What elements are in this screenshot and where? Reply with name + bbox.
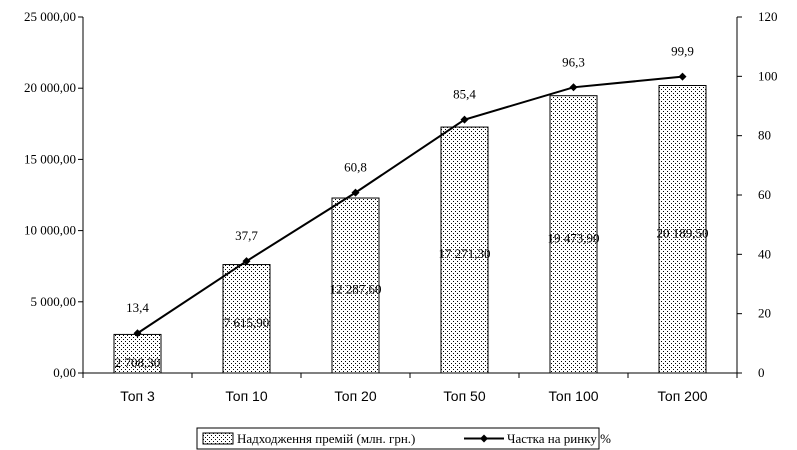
line-series: 13,4 37,7 60,8 85,4 96,3 99,9: [126, 44, 694, 338]
y-left-tick-label: 10 000,00: [24, 223, 76, 238]
legend-bar-label: Надходження премій (млн. грн.): [237, 431, 415, 446]
line-label-5: 96,3: [562, 54, 585, 69]
legend: Надходження премій (млн. грн.) Частка на…: [196, 427, 611, 450]
line-marker-1: [133, 329, 142, 338]
y-right-tick-label: 20: [758, 306, 771, 321]
y-left-tick-label: 5 000,00: [31, 294, 77, 309]
bar-label-2: 7 615,90: [224, 315, 270, 330]
bar-5: [549, 95, 598, 374]
x-tick-label: Топ 200: [657, 388, 707, 404]
x-tick-label: Топ 100: [548, 388, 598, 404]
bar-4: [440, 126, 489, 374]
y-right-tick-label: 60: [758, 187, 771, 202]
bar-label-3: 12 287,60: [330, 282, 382, 297]
legend-box: [196, 427, 600, 450]
x-tick-label: Топ 20: [334, 388, 377, 404]
y-right-tick-label: 100: [758, 68, 778, 83]
axes: 0,00 5 000,00 10 000,00 15 000,00 20 000,00 2…: [24, 9, 778, 404]
plot-frame: [83, 17, 737, 373]
line-marker-4: [460, 115, 469, 124]
y-left-tick-label: 15 000,00: [24, 151, 76, 166]
y-right-tick-label: 40: [758, 246, 771, 261]
legend-bar-swatch: [202, 432, 234, 445]
y-left-tick-label: 0,00: [53, 365, 76, 380]
x-tick-label: Топ 10: [225, 388, 268, 404]
x-tick-label: Топ 3: [120, 388, 155, 404]
line-marker-2: [242, 257, 251, 266]
line-label-2: 37,7: [235, 228, 258, 243]
bar-3: [331, 197, 380, 374]
y-right-tick-label: 120: [758, 9, 778, 24]
line-marker-5: [569, 83, 578, 92]
share-line: [136, 75, 683, 335]
line-label-1: 13,4: [126, 300, 149, 315]
x-tick-label: Топ 50: [443, 388, 486, 404]
line-label-4: 85,4: [453, 87, 476, 102]
y-right-tick-label: 0: [758, 365, 765, 380]
bar-6: [658, 85, 707, 374]
line-marker-6: [678, 72, 687, 81]
bar-label-4: 17 271,30: [439, 246, 491, 261]
bar-label-5: 19 473,90: [548, 230, 600, 245]
bar-1: [113, 333, 162, 374]
legend-line-marker: [480, 434, 488, 443]
y-right-tick-label: 80: [758, 128, 771, 143]
bar-series: 2 708,30 7 615,90 12 287,60 17 271,30 19 473…: [113, 85, 709, 374]
line-marker-3: [351, 188, 360, 197]
line-label-3: 60,8: [344, 160, 367, 175]
y-left-tick-label: 25 000,00: [24, 9, 76, 24]
y-left-tick-label: 20 000,00: [24, 80, 76, 95]
bar-label-1: 2 708,30: [115, 355, 161, 370]
legend-line-label: Частка на ринку %: [507, 431, 611, 446]
line-label-6: 99,9: [671, 44, 694, 59]
plot-area: [83, 17, 737, 373]
bar-label-6: 20 189,50: [657, 225, 709, 240]
